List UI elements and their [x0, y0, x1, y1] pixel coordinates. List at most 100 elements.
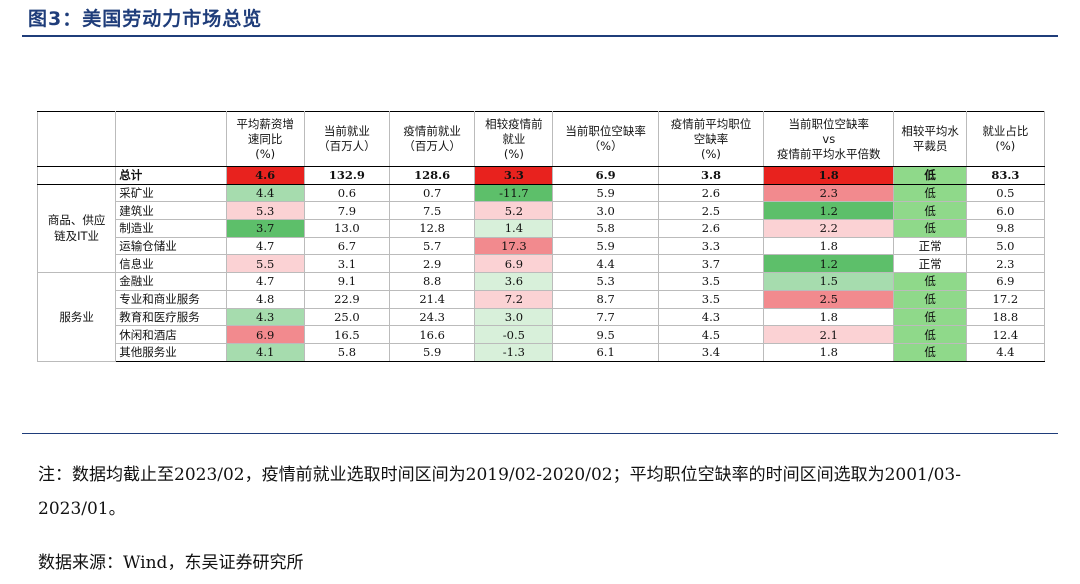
industry-cell: 总计: [115, 166, 227, 185]
vs-pre-cell: 5.2: [474, 201, 554, 221]
layoff-cell: 低: [893, 272, 967, 291]
vacancy-pre-cell: 3.4: [657, 342, 765, 362]
vacancy-ratio-cell: 1.8: [763, 166, 895, 185]
vs-pre-cell: 7.2: [474, 289, 554, 309]
group-cell-goods: 商品、供应 链及IT业: [36, 183, 117, 274]
table-row: 制造业 3.7 13.0 12.8 1.4 5.8 2.6 2.2 低 9.8: [38, 219, 1046, 238]
figure-title: 图3：美国劳动力市场总览: [28, 8, 263, 30]
table-row: 运输仓储业 4.7 6.7 5.7 17.3 5.9 3.3 1.8 正常 5.0: [38, 236, 1046, 256]
group-label-line: 链及IT业: [54, 229, 100, 244]
employment-pre-cell: 12.8: [389, 219, 476, 238]
share-cell: 9.8: [965, 219, 1046, 238]
vs-pre-cell: 17.3: [474, 236, 554, 256]
wage-growth-cell: 5.5: [225, 254, 305, 274]
labor-market-table: 平均薪资增 速同比 (%) 当前就业 （百万人） 疫情前就业 （百万人） 相较疫情前 就业…: [36, 111, 1046, 362]
table-row: 建筑业 5.3 7.9 7.5 5.2 3.0 2.5 1.2 低 6.0: [38, 201, 1046, 221]
industry-cell: 采矿业: [115, 183, 227, 203]
vacancy-now-cell: 5.8: [552, 219, 659, 238]
vs-pre-cell: -0.5: [474, 325, 554, 344]
vs-pre-cell: 6.9: [474, 254, 554, 274]
industry-cell: 建筑业: [115, 201, 227, 221]
share-cell: 2.3: [965, 254, 1046, 274]
vacancy-now-cell: 8.7: [552, 289, 659, 309]
employment-now-cell: 16.5: [303, 325, 391, 344]
employment-now-cell: 9.1: [303, 272, 391, 291]
industry-cell: 信息业: [115, 254, 227, 274]
table-body: 总计 4.6 132.9 128.6 3.3 6.9 3.8 1.8 低 83.3 商品、供应 链及I…: [36, 166, 1046, 362]
layoff-cell: 低: [893, 289, 967, 309]
employment-pre-cell: 21.4: [389, 289, 476, 309]
employment-now-cell: 6.7: [303, 236, 391, 256]
wage-growth-cell: 5.3: [225, 201, 305, 221]
layoff-cell: 低: [893, 201, 967, 221]
vacancy-now-cell: 3.0: [552, 201, 659, 221]
employment-now-cell: 13.0: [303, 219, 391, 238]
employment-now-cell: 22.9: [303, 289, 391, 309]
vs-pre-cell: 3.6: [474, 272, 554, 291]
vacancy-pre-cell: 3.3: [657, 236, 765, 256]
vacancy-pre-cell: 3.7: [657, 254, 765, 274]
header-share: 就业占比 (%): [965, 111, 1046, 167]
group-cell-total: [36, 166, 117, 185]
layoff-cell: 低: [893, 342, 967, 362]
wage-growth-cell: 4.1: [225, 342, 305, 362]
table-row: 服务业 金融业 4.7 9.1 8.8 3.6 5.3 3.5 1.5 低 6.9: [36, 272, 1046, 362]
vacancy-ratio-cell: 2.2: [763, 219, 895, 238]
layoff-cell: 低: [893, 183, 967, 203]
vacancy-ratio-cell: 1.8: [763, 342, 895, 362]
employment-pre-cell: 2.9: [389, 254, 476, 274]
footnote: 注：数据均截止至2023/02，疫情前就业选取时间区间为2019/02-2020…: [38, 465, 961, 519]
header-vacancy-now: 当前职位空缺率 （%）: [552, 111, 659, 167]
table-row: 教育和医疗服务 4.3 25.0 24.3 3.0 7.7 4.3 1.8 低 18.8: [38, 307, 1046, 327]
vacancy-pre-cell: 3.5: [657, 289, 765, 309]
vacancy-pre-cell: 2.6: [657, 219, 765, 238]
wage-growth-cell: 4.7: [225, 236, 305, 256]
employment-pre-cell: 7.5: [389, 201, 476, 221]
vacancy-ratio-cell: 1.2: [763, 254, 895, 274]
wage-growth-cell: 3.7: [225, 219, 305, 238]
vacancy-now-cell: 6.9: [552, 166, 659, 185]
header-employment-now: 当前就业 （百万人）: [303, 111, 391, 167]
share-cell: 83.3: [965, 166, 1046, 185]
vacancy-ratio-cell: 1.8: [763, 307, 895, 327]
employment-pre-cell: 5.7: [389, 236, 476, 256]
layoff-cell: 低: [893, 307, 967, 327]
header-vacancy-ratio: 当前职位空缺率 vs 疫情前平均水平倍数: [763, 111, 895, 167]
layoff-cell: 正常: [893, 236, 967, 256]
wage-growth-cell: 4.7: [225, 272, 305, 291]
wage-growth-cell: 4.3: [225, 307, 305, 327]
wage-growth-cell: 4.4: [225, 183, 305, 203]
group-cell-services: 服务业: [36, 272, 117, 362]
vacancy-ratio-cell: 1.2: [763, 201, 895, 221]
total-row: 总计 4.6 132.9 128.6 3.3 6.9 3.8 1.8 低 83.3: [36, 166, 1046, 185]
vacancy-now-cell: 7.7: [552, 307, 659, 327]
header-employment-pre: 疫情前就业 （百万人）: [389, 111, 476, 167]
vacancy-now-cell: 6.1: [552, 342, 659, 362]
employment-now-cell: 7.9: [303, 201, 391, 221]
share-cell: 18.8: [965, 307, 1046, 327]
vacancy-ratio-cell: 2.5: [763, 289, 895, 309]
vs-pre-cell: -1.3: [474, 342, 554, 362]
employment-pre-cell: 5.9: [389, 342, 476, 362]
share-cell: 5.0: [965, 236, 1046, 256]
vacancy-ratio-cell: 1.8: [763, 236, 895, 256]
layoff-cell: 正常: [893, 254, 967, 274]
vs-pre-cell: 3.3: [474, 166, 554, 185]
layoff-cell: 低: [893, 166, 967, 185]
header-layoff: 相较平均水 平裁员: [893, 111, 967, 167]
header-row: 平均薪资增 速同比 (%) 当前就业 （百万人） 疫情前就业 （百万人） 相较疫情前 就业…: [36, 111, 1046, 167]
vacancy-pre-cell: 2.6: [657, 183, 765, 203]
header-wage-growth: 平均薪资增 速同比 (%): [225, 111, 305, 167]
industry-cell: 其他服务业: [115, 342, 227, 362]
wage-growth-cell: 4.6: [225, 166, 305, 185]
vacancy-ratio-cell: 2.1: [763, 325, 895, 344]
separator-rule: [22, 433, 1058, 434]
table-row: 专业和商业服务 4.8 22.9 21.4 7.2 8.7 3.5 2.5 低 17.2: [38, 289, 1046, 309]
share-cell: 12.4: [965, 325, 1046, 344]
vacancy-pre-cell: 3.8: [657, 166, 765, 185]
vs-pre-cell: -11.7: [474, 183, 554, 203]
employment-pre-cell: 128.6: [389, 166, 476, 185]
employment-pre-cell: 8.8: [389, 272, 476, 291]
vacancy-now-cell: 5.9: [552, 236, 659, 256]
header-vacancy-pre: 疫情前平均职位 空缺率 (%): [657, 111, 765, 167]
